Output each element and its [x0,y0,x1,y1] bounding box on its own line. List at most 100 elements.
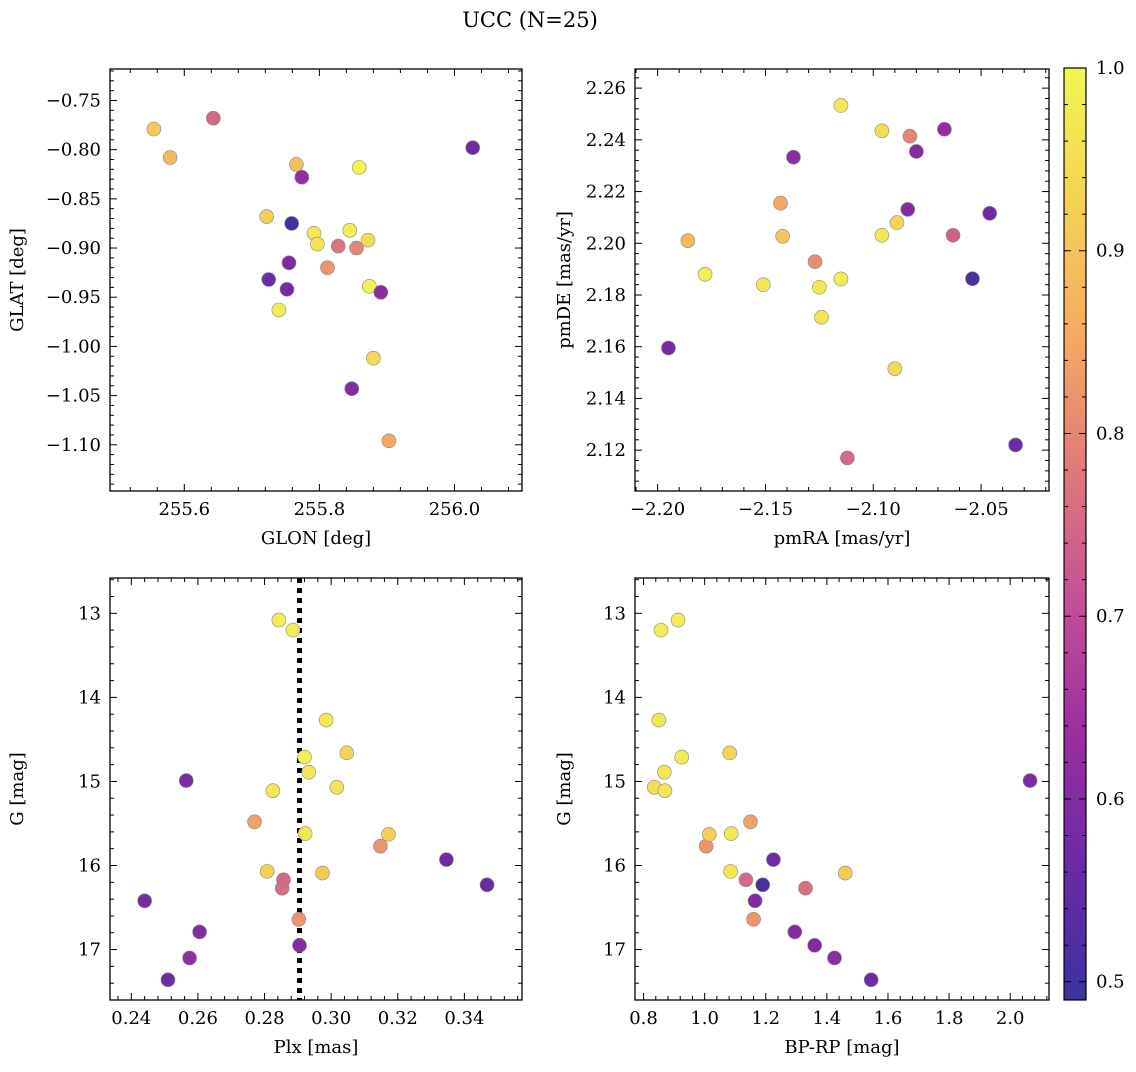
y-tick-label: 15 [78,771,101,792]
x-tick-label: 0.28 [245,1008,285,1029]
scatter-point [285,622,301,638]
x-tick-label: −2.10 [846,499,901,520]
y-tick-label: 16 [78,855,101,876]
x-tick-label: 1.4 [813,1008,842,1029]
scatter-point [297,826,313,841]
x-axis-label: pmRA [mas/yr] [774,528,911,549]
scatter-point [674,749,690,765]
x-axis-label: Plx [mas] [274,1037,359,1058]
scatter-point [787,924,803,940]
x-axis-label: BP-RP [mag] [784,1037,899,1058]
y-tick-label: 2.24 [586,130,626,151]
scatter-point [863,972,879,988]
scatter-point [271,302,287,318]
y-tick-label: 2.16 [586,337,626,358]
scatter-point [291,911,307,927]
scatter-point [294,169,310,185]
y-tick-label: 17 [603,940,626,961]
scatter-point [265,783,281,798]
x-tick-label: 1.0 [690,1008,719,1029]
y-tick-label: −0.85 [46,189,101,210]
x-tick-label: 255.8 [294,499,346,520]
plot-frame [109,68,523,492]
scatter-point [837,865,853,881]
x-tick-label: 256.0 [429,499,481,520]
scatter-point [276,872,291,888]
y-tick-label: 16 [603,855,626,876]
x-tick-label: 1.2 [751,1008,780,1029]
plot-frame [634,68,1050,492]
scatter-point [259,209,274,224]
panel-glon-glat: 255.6 255.8 256.0 −0.75 −0.80 −0.85 −0.90 −0.95… [7,68,523,549]
scatter-point [651,712,667,728]
y-axis-label: G [mag] [554,752,575,825]
scatter-point [373,284,389,300]
y-tick-label: −0.90 [46,238,101,259]
y-tick-label: −1.05 [46,386,101,407]
scatter-point [281,255,297,271]
scatter-point [289,157,304,172]
scatter-point [310,236,325,252]
scatter-point [247,814,262,830]
scatter-point [786,149,801,165]
x-tick-label: 1.6 [874,1008,903,1029]
scatter-point [773,195,788,211]
scatter-point [339,745,355,761]
y-axis-label: GLAT [deg] [7,228,28,332]
scatter-point [812,279,827,295]
scatter-point [160,972,176,988]
x-tick-label: 2.0 [996,1008,1025,1029]
scatter-point [342,223,358,238]
scatter-point [271,612,287,628]
scatter-point [653,622,669,638]
scatter-point [747,893,763,909]
x-tick-label: 255.6 [159,499,211,520]
x-tick-label: −2.20 [630,499,685,520]
y-tick-label: 2.26 [586,78,626,99]
scatter-point [284,216,299,231]
plot-frame [634,577,1050,1001]
y-tick-label: 14 [78,687,101,708]
scatter-point [344,381,360,396]
scatter-point [874,123,890,139]
scatter-point [909,144,924,159]
scatter-point [329,780,345,795]
colorbar-tick-label: 1.0 [1096,58,1125,79]
panel-plx-g: 0.24 0.26 0.28 0.30 0.32 0.34 13 14 15 16 17 Plx [m… [7,577,523,1058]
scatter-point [178,773,194,788]
scatter-point [279,282,295,297]
scatter-point [807,938,822,953]
x-tick-label: 0.26 [178,1008,218,1029]
scatter-point [807,254,823,269]
scatter-point [1022,773,1038,788]
scatter-point [697,267,713,282]
y-tick-label: −0.80 [46,140,101,161]
scatter-point [889,215,905,230]
scatter-point [292,938,307,953]
scatter-point [360,232,376,248]
scatter-point [479,877,495,893]
scatter-point [840,450,855,466]
scatter-point [945,227,961,243]
x-tick-label: 1.8 [935,1008,964,1029]
colorbar-tick-label: 0.9 [1096,241,1125,262]
scatter-point [661,340,676,356]
scatter-point [657,764,672,780]
y-tick-label: 17 [78,940,101,961]
scatter-point [182,950,197,966]
x-tick-label: 0.24 [111,1008,151,1029]
y-tick-label: −0.75 [46,90,101,111]
colorbar-tick-label: 0.8 [1096,423,1125,444]
x-axis-label: GLON [deg] [261,528,371,549]
scatter-point [722,745,738,761]
scatter-point [723,864,738,879]
scatter-point [680,233,696,248]
panel-pmra-pmde: −2.20 −2.15 −2.10 −2.05 2.12 2.14 2.16 2.18 2.20… [554,68,1050,549]
scatter-point [349,240,364,256]
scatter-point [381,827,396,842]
scatter-point [900,202,916,217]
scatter-point [192,924,207,940]
scatter-point [162,150,178,165]
plot-frame [109,577,523,1001]
y-axis-label: pmDE [mas/yr] [554,211,575,349]
